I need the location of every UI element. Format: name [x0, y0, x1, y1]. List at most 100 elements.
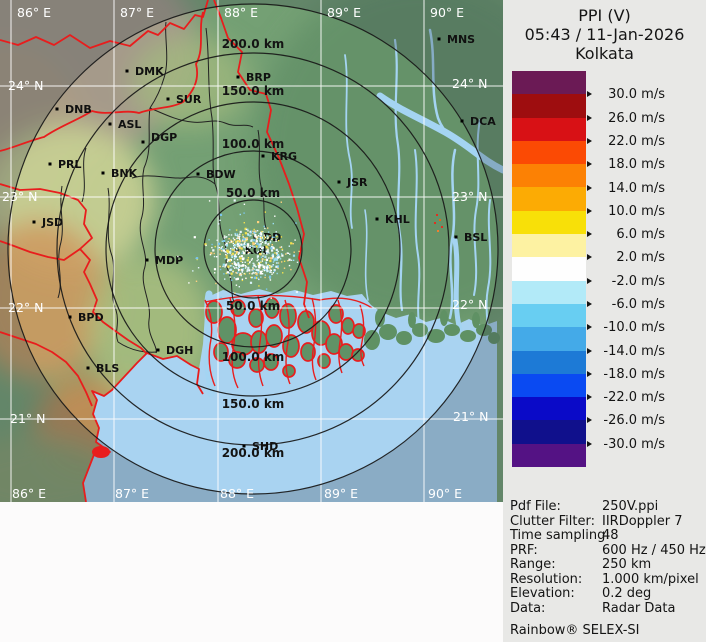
legend-tick-icon	[587, 91, 592, 97]
terrain-layer	[0, 0, 585, 525]
legend-entry: -6.0 m/s	[587, 297, 665, 312]
city-marker: ASL	[108, 118, 141, 131]
svg-text:DCA: DCA	[470, 115, 496, 128]
svg-text:89° E: 89° E	[324, 486, 358, 501]
svg-text:PRL: PRL	[58, 158, 82, 171]
radar-map-canvas: 200.0 km 150.0 km 100.0 km 50.0 km 50.0 …	[0, 0, 585, 525]
city-marker: DGH	[156, 344, 193, 357]
city-marker: KRG	[261, 150, 297, 163]
software-branding: Rainbow® SELEX-SI	[510, 623, 640, 638]
legend-entry: -18.0 m/s	[587, 367, 665, 382]
svg-text:200.0 km: 200.0 km	[222, 446, 285, 460]
city-marker: BPD	[68, 311, 104, 324]
svg-text:89° E: 89° E	[327, 5, 361, 20]
legend-entry: 6.0 m/s	[587, 227, 665, 242]
city-marker: BNK	[101, 167, 138, 180]
svg-text:24° N: 24° N	[452, 76, 487, 91]
svg-text:BRP: BRP	[246, 71, 271, 84]
legend-tick-icon	[587, 278, 592, 284]
legend-entry: 18.0 m/s	[587, 157, 665, 172]
metadata-row: Data: Radar Data	[510, 600, 676, 616]
colorbar-band	[512, 164, 586, 188]
svg-text:200.0 km: 200.0 km	[222, 37, 285, 51]
city-marker: DCA	[460, 115, 496, 128]
scan-metadata: Pdf File: 250V.ppi Clutter Filter: IIRDopp…	[510, 499, 706, 638]
station-name: Kolkata	[575, 44, 634, 63]
colorbar-band	[512, 210, 586, 235]
city-marker: DNB	[55, 103, 92, 116]
svg-text:86° E: 86° E	[12, 486, 46, 501]
svg-text:DMK: DMK	[135, 65, 164, 78]
echo-specks-east	[434, 214, 443, 232]
state-borders	[0, 0, 310, 503]
city-marker: JSR	[337, 176, 368, 189]
colorbar-band	[512, 94, 586, 118]
product-title: PPI (V)	[578, 6, 631, 25]
svg-text:JSD: JSD	[41, 216, 63, 229]
legend-entry: 10.0 m/s	[587, 204, 665, 219]
legend-tick-icon	[587, 371, 592, 377]
metadata-row: Range: 250 km	[510, 557, 652, 572]
colorbar-band	[512, 350, 586, 374]
legend-tick-icon	[587, 185, 592, 191]
graticule	[0, 0, 503, 502]
svg-text:KRG: KRG	[271, 150, 297, 163]
city-markers: DMK DNB SUR ASL DGP PRL BNK BDW BRP MNS …	[32, 33, 496, 453]
legend-tick-icon	[587, 208, 592, 214]
sea-layer	[83, 289, 497, 502]
colorbar-band	[512, 140, 586, 165]
colorbar-band	[512, 257, 586, 281]
svg-text:100.0 km: 100.0 km	[222, 350, 285, 364]
range-rings	[7, 3, 499, 495]
legend-tick-icon	[587, 115, 592, 121]
timestamp: 05:43 / 11-Jan-2026	[524, 25, 685, 44]
city-marker: BRP	[236, 71, 271, 84]
east-islands	[364, 309, 500, 350]
rivers-layer	[204, 28, 507, 398]
svg-text:BSL: BSL	[464, 231, 487, 244]
svg-text:87° E: 87° E	[120, 5, 154, 20]
colorbar-band	[512, 187, 586, 211]
metadata-row: Pdf File: 250V.ppi	[510, 499, 659, 514]
svg-text:22° N: 22° N	[452, 297, 487, 312]
legend-tick-icon	[587, 231, 592, 237]
svg-text:24° N: 24° N	[8, 78, 43, 93]
legend-tick-icon	[587, 138, 592, 144]
legend-entry: -14.0 m/s	[587, 344, 665, 359]
svg-text:BLS: BLS	[96, 362, 119, 375]
out-of-range-dim	[0, 0, 503, 502]
svg-text:86° E: 86° E	[17, 5, 51, 20]
colorbar-band	[512, 117, 586, 141]
info-panel: PPI (V) 05:43 / 11-Jan-2026 Kolkata 30.0…	[503, 0, 706, 642]
svg-text:DNB: DNB	[65, 103, 92, 116]
colorbar-band	[512, 303, 586, 328]
colorbar-band	[512, 397, 586, 421]
svg-text:23° N: 23° N	[2, 189, 37, 204]
svg-text:87° E: 87° E	[115, 486, 149, 501]
svg-text:21° N: 21° N	[10, 411, 45, 426]
latitude-labels: 24° N 23° N 22° N 21° N 24° N 23° N 22° …	[2, 76, 488, 426]
metadata-row: PRF: 600 Hz / 450 Hz	[510, 542, 706, 558]
city-marker: KHL	[375, 213, 410, 226]
legend-entry: 26.0 m/s	[587, 111, 665, 126]
svg-text:ASL: ASL	[118, 118, 141, 131]
svg-text:DGH: DGH	[166, 344, 193, 357]
city-marker: PRL	[48, 158, 82, 171]
colorbar-band	[512, 443, 586, 468]
svg-text:MNS: MNS	[447, 33, 475, 46]
svg-text:BPD: BPD	[78, 311, 104, 324]
svg-text:23° N: 23° N	[452, 189, 487, 204]
legend-entry: -22.0 m/s	[587, 390, 665, 405]
city-marker: BLS	[86, 362, 119, 375]
radar-echo-cluster	[177, 199, 300, 299]
svg-text:22° N: 22° N	[8, 300, 43, 315]
svg-text:150.0 km: 150.0 km	[222, 84, 285, 98]
colorbar-band	[512, 71, 586, 95]
legend-entry: -26.0 m/s	[587, 413, 665, 428]
city-marker: DMK	[125, 65, 164, 78]
svg-text:DGP: DGP	[151, 131, 177, 144]
svg-text:BNK: BNK	[111, 167, 138, 180]
svg-text:150.0 km: 150.0 km	[222, 397, 285, 411]
city-marker: SUR	[166, 93, 202, 106]
